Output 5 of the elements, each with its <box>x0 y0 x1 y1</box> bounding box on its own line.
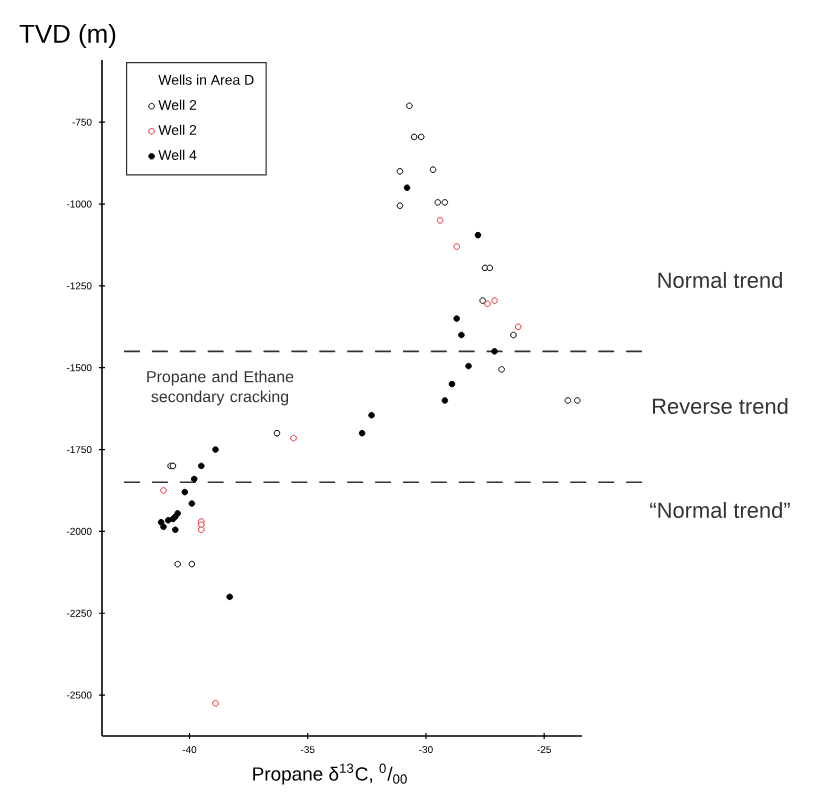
text: “Normal trend” <box>650 501 790 519</box>
text: Reverse trend <box>652 397 788 415</box>
y-axis-title: TVD (m) <box>19 23 116 49</box>
x-axis-title: Propane δ$^{13}$C, $^{0}$/$_{00}$ <box>253 763 407 785</box>
text: Normal trend <box>658 271 782 289</box>
